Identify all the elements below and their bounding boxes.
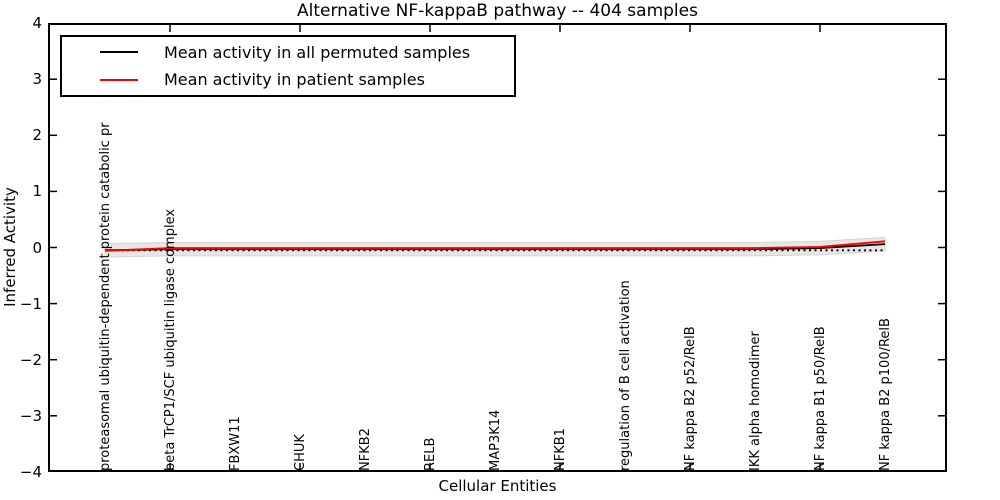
series-line-2 — [104, 240, 886, 252]
y-tick-label: −1 — [19, 294, 42, 313]
y-tick-label: −4 — [19, 462, 42, 481]
legend-item-patient: Mean activity in patient samples — [62, 67, 514, 92]
chart-title: Alternative NF-kappaB pathway -- 404 sam… — [297, 1, 698, 21]
legend: Mean activity in all permuted samples Me… — [60, 35, 516, 97]
axes-frame — [48, 23, 947, 472]
y-tick-label: 1 — [32, 182, 42, 201]
legend-line-sample-permuted — [100, 51, 138, 54]
x-axis-label: Cellular Entities — [438, 477, 557, 495]
legend-label-patient: Mean activity in patient samples — [164, 70, 425, 90]
series-line-1 — [104, 243, 886, 252]
y-tick-label: 4 — [32, 14, 42, 33]
plot-canvas — [48, 23, 947, 472]
y-tick-label: 2 — [32, 126, 42, 145]
legend-line-sample-patient — [100, 78, 138, 81]
legend-label-permuted: Mean activity in all permuted samples — [164, 42, 471, 62]
y-tick-label: 3 — [32, 70, 42, 89]
y-tick-label: 0 — [32, 238, 42, 257]
plot-area — [48, 23, 947, 472]
y-tick-label: −2 — [19, 350, 42, 369]
legend-item-permuted: Mean activity in all permuted samples — [62, 40, 514, 65]
y-tick-label: −3 — [19, 406, 42, 425]
